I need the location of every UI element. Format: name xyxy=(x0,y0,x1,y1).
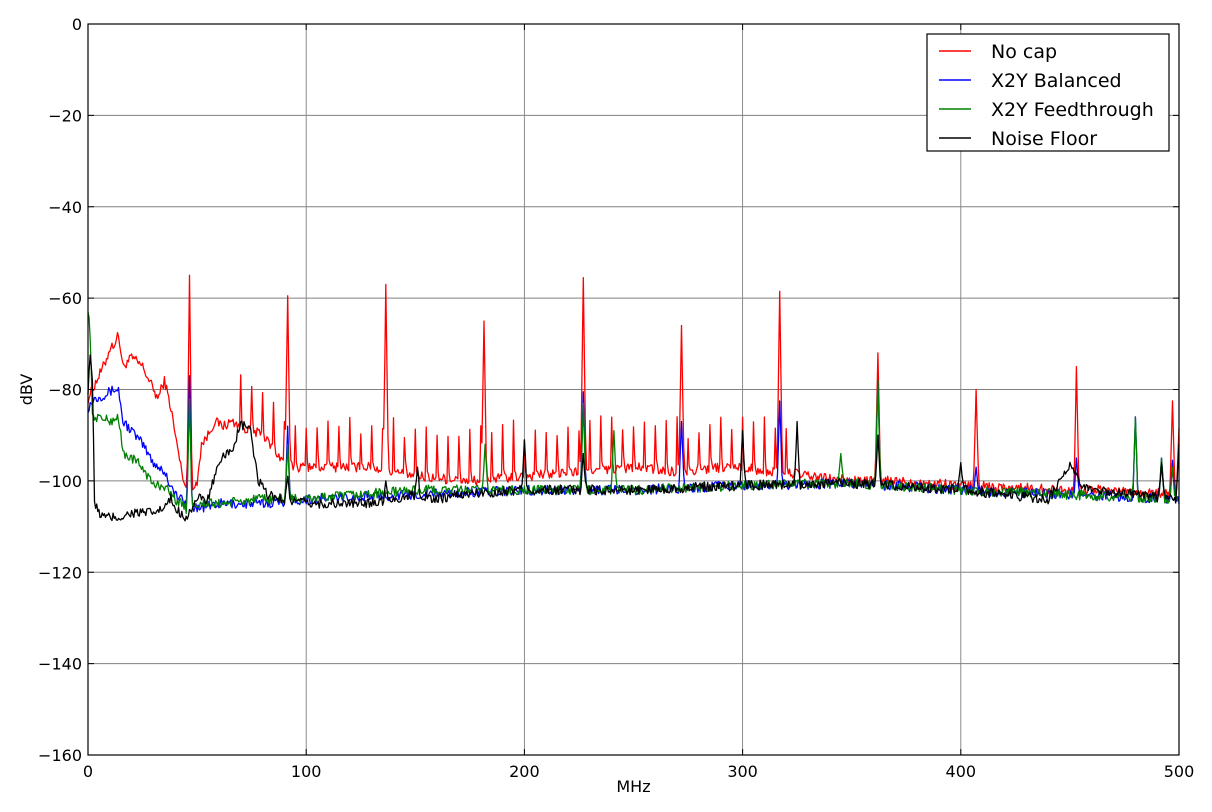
legend-label: X2Y Feedthrough xyxy=(991,99,1154,121)
series-line-x2y-feedthrough xyxy=(87,312,1180,514)
x-tick-label: 100 xyxy=(291,762,322,781)
x-tick-label: 0 xyxy=(83,762,93,781)
y-tick-label: −140 xyxy=(38,655,82,674)
x-axis-label: MHz xyxy=(616,777,650,796)
y-axis-label: dBV xyxy=(17,374,36,406)
legend-label: Noise Floor xyxy=(991,128,1097,150)
series-line-noise-floor xyxy=(87,354,1180,522)
legend-label: No cap xyxy=(991,41,1057,63)
y-tick-label: 0 xyxy=(72,15,82,34)
y-tick-label: −120 xyxy=(38,563,82,582)
y-tick-label: −20 xyxy=(48,106,82,125)
y-tick-label: −160 xyxy=(38,746,82,765)
x-tick-label: 200 xyxy=(509,762,540,781)
x-tick-label: 500 xyxy=(1164,762,1195,781)
legend-box xyxy=(926,33,1170,152)
x-tick-label: 400 xyxy=(946,762,977,781)
y-tick-label: −100 xyxy=(38,472,82,491)
y-tick-label: −60 xyxy=(48,289,82,308)
legend: No cap X2Y Balanced X2Y Feedthrough Noise F… xyxy=(926,33,1170,152)
y-tick-label: −40 xyxy=(48,198,82,217)
grid xyxy=(88,24,1179,755)
series-lines xyxy=(87,274,1180,522)
series-line-no-cap xyxy=(87,274,1180,500)
y-tick-label: −80 xyxy=(48,381,82,400)
legend-label: X2Y Balanced xyxy=(991,70,1122,92)
axis-ticks: 0 100 200 300 400 500 0 −20 −40 −60 −80 −100 −120 −14… xyxy=(38,15,1194,781)
x-tick-label: 300 xyxy=(727,762,758,781)
